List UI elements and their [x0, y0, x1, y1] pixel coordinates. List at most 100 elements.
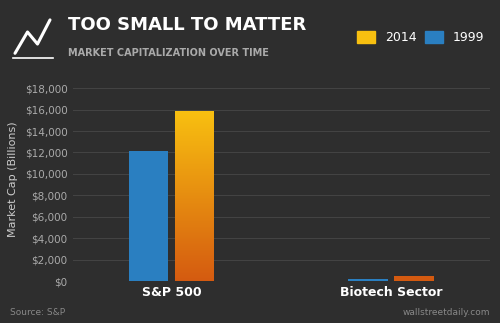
Bar	[174, 141, 214, 142]
Bar	[174, 236, 214, 237]
Bar	[174, 117, 214, 118]
Bar	[174, 118, 214, 119]
Bar	[174, 183, 214, 184]
Bar	[174, 143, 214, 144]
Bar	[174, 252, 214, 253]
Bar	[174, 269, 214, 270]
Bar	[174, 139, 214, 140]
Text: TOO SMALL TO MATTER: TOO SMALL TO MATTER	[68, 16, 306, 34]
Bar	[174, 140, 214, 141]
Bar	[174, 221, 214, 222]
Bar	[174, 173, 214, 174]
Bar	[174, 157, 214, 158]
Bar	[174, 275, 214, 276]
Bar	[174, 215, 214, 216]
Bar	[174, 147, 214, 148]
Bar	[174, 272, 214, 273]
Bar	[174, 211, 214, 212]
Bar	[174, 205, 214, 206]
Bar	[174, 181, 214, 182]
Bar	[174, 158, 214, 159]
Bar	[174, 188, 214, 189]
Bar	[174, 129, 214, 130]
Bar	[174, 256, 214, 257]
Bar	[174, 194, 214, 195]
Bar	[174, 156, 214, 157]
Bar	[174, 124, 214, 125]
Bar	[174, 220, 214, 221]
Bar	[174, 200, 214, 201]
Bar	[174, 134, 214, 135]
Bar	[174, 132, 214, 133]
Bar	[174, 250, 214, 251]
Bar	[174, 159, 214, 160]
Bar	[174, 273, 214, 274]
Bar	[174, 274, 214, 275]
Bar	[174, 164, 214, 165]
Bar	[174, 204, 214, 205]
Bar	[174, 133, 214, 134]
Bar	[174, 120, 214, 121]
Bar	[174, 279, 214, 280]
Bar	[174, 184, 214, 185]
Bar	[394, 276, 434, 281]
Bar	[174, 235, 214, 236]
Bar	[174, 180, 214, 181]
Bar	[174, 233, 214, 234]
Bar	[174, 121, 214, 122]
Bar	[174, 209, 214, 210]
Bar	[174, 231, 214, 232]
Bar	[174, 268, 214, 269]
Bar	[174, 187, 214, 188]
Bar	[174, 155, 214, 156]
Text: Source: S&P: Source: S&P	[10, 307, 65, 317]
Bar	[174, 201, 214, 202]
Bar	[174, 177, 214, 178]
Bar	[174, 232, 214, 233]
Bar	[174, 262, 214, 263]
Bar	[348, 279, 388, 281]
Bar	[174, 179, 214, 180]
Bar	[174, 162, 214, 163]
Bar	[174, 193, 214, 194]
Bar	[174, 225, 214, 226]
Bar	[174, 214, 214, 215]
Bar	[174, 176, 214, 177]
Bar	[174, 127, 214, 128]
Bar	[174, 234, 214, 235]
Bar	[174, 163, 214, 164]
Bar	[174, 248, 214, 249]
Bar	[174, 116, 214, 117]
Bar	[174, 247, 214, 248]
Bar	[174, 271, 214, 272]
Bar	[174, 149, 214, 150]
Bar	[174, 137, 214, 138]
Text: MARKET CAPITALIZATION OVER TIME: MARKET CAPITALIZATION OVER TIME	[68, 48, 268, 58]
Bar	[174, 244, 214, 245]
Bar	[174, 258, 214, 259]
Bar	[174, 218, 214, 219]
Bar	[174, 146, 214, 147]
Bar	[174, 196, 214, 197]
Bar	[174, 228, 214, 229]
Bar	[174, 264, 214, 265]
Bar	[174, 169, 214, 170]
Bar	[174, 165, 214, 166]
Bar	[174, 167, 214, 168]
Bar	[174, 267, 214, 268]
Bar	[174, 130, 214, 131]
Bar	[174, 203, 214, 204]
Bar	[174, 166, 214, 167]
Bar	[174, 152, 214, 153]
Bar	[174, 257, 214, 258]
Bar	[174, 148, 214, 149]
Bar	[174, 210, 214, 211]
Bar	[174, 115, 214, 116]
Bar	[174, 263, 214, 264]
Bar	[174, 150, 214, 151]
Bar	[174, 213, 214, 214]
Bar	[174, 131, 214, 132]
Bar	[174, 202, 214, 203]
Bar	[174, 224, 214, 225]
Bar	[174, 206, 214, 207]
